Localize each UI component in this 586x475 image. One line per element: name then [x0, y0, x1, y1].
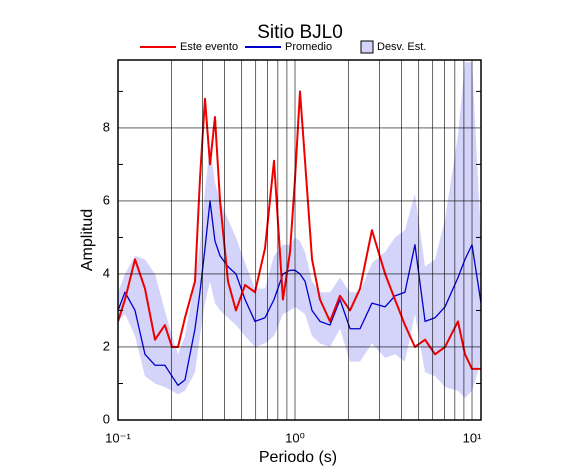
x-tick-label: 10⁻¹ [105, 430, 131, 445]
y-tick-label: 4 [103, 265, 110, 280]
y-tick-label: 8 [103, 119, 110, 134]
legend-label: Promedio [285, 41, 332, 53]
plot-frame [117, 59, 482, 421]
legend-swatch [360, 40, 374, 54]
x-tick-label: 10⁰ [285, 430, 305, 445]
y-tick-label: 0 [103, 411, 110, 426]
y-tick-label: 6 [103, 192, 110, 207]
chart-title: Sitio BJL0 [257, 22, 343, 43]
x-tick-label: 10¹ [463, 430, 482, 445]
legend-label: Desv. Est. [377, 41, 426, 53]
x-axis-label: Periodo (s) [259, 449, 337, 466]
y-axis-label: Amplitud [79, 209, 96, 271]
y-tick-label: 2 [103, 338, 110, 353]
std-band [118, 62, 481, 399]
legend-label: Este evento [180, 41, 238, 53]
plot-area [118, 62, 481, 399]
series-line [118, 90, 481, 370]
